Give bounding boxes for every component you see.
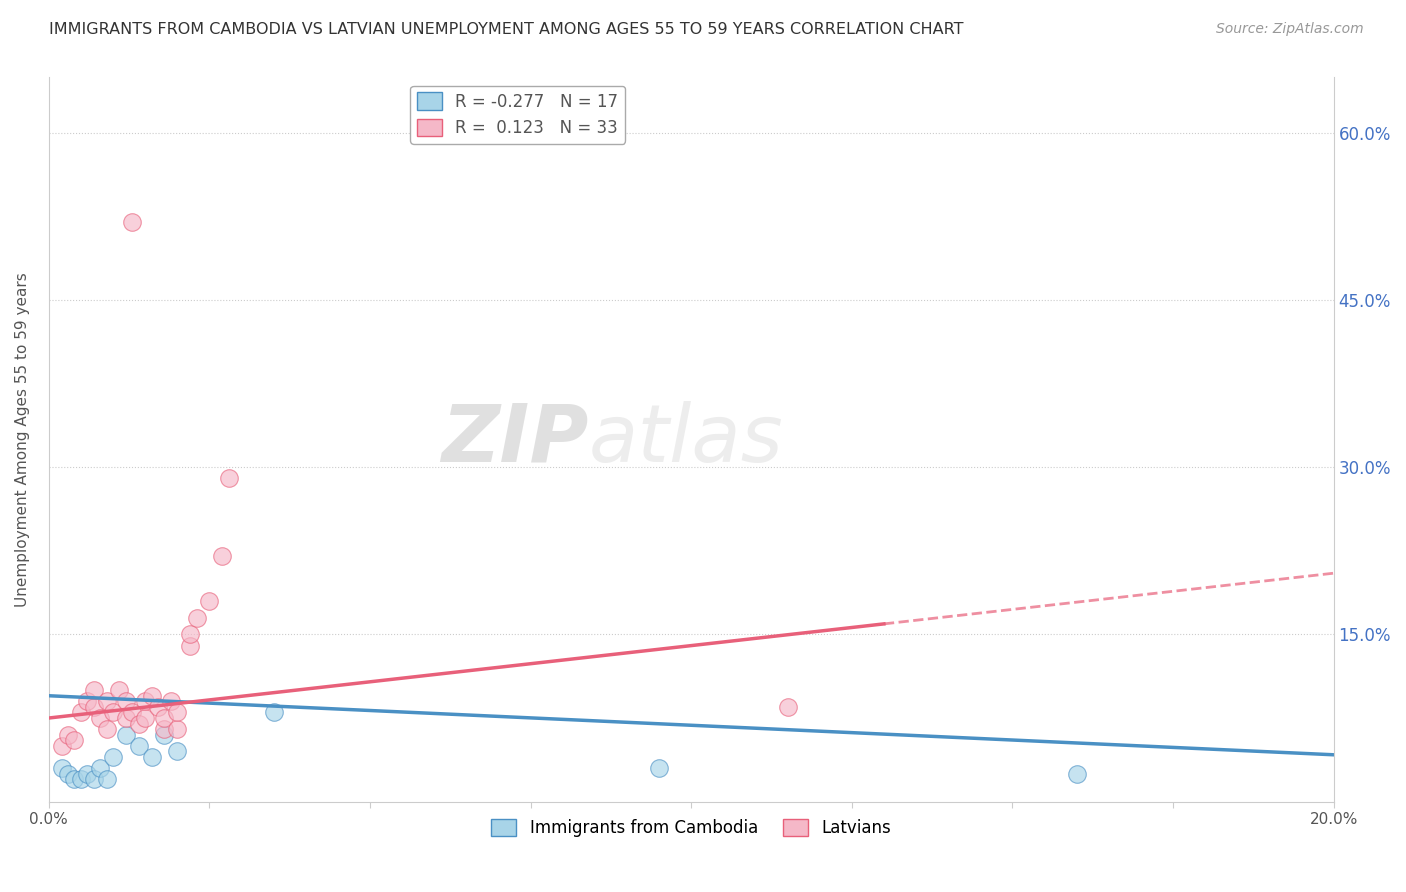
- Point: [101, 706, 124, 720]
- Point: [141, 689, 163, 703]
- Point: [108, 683, 131, 698]
- Point: [70, 772, 93, 787]
- Point: [146, 699, 169, 714]
- Text: IMMIGRANTS FROM CAMBODIA VS LATVIAN UNEMPLOYMENT AMONG AGES 55 TO 59 YEARS CORRE: IMMIGRANTS FROM CAMBODIA VS LATVIAN UNEM…: [49, 22, 963, 37]
- Point: [83, 699, 105, 714]
- Point: [96, 694, 118, 708]
- Point: [115, 694, 138, 708]
- Point: [115, 711, 138, 725]
- Point: [51, 761, 73, 775]
- Point: [186, 611, 208, 625]
- Point: [96, 722, 118, 736]
- Point: [70, 706, 93, 720]
- Point: [179, 639, 201, 653]
- Point: [141, 750, 163, 764]
- Point: [153, 722, 176, 736]
- Text: ZIP: ZIP: [441, 401, 588, 478]
- Point: [134, 711, 156, 725]
- Point: [263, 706, 285, 720]
- Point: [1066, 766, 1088, 780]
- Point: [153, 711, 176, 725]
- Point: [128, 716, 150, 731]
- Point: [51, 739, 73, 753]
- Point: [83, 683, 105, 698]
- Point: [218, 471, 240, 485]
- Point: [121, 215, 143, 229]
- Point: [166, 722, 188, 736]
- Point: [89, 761, 111, 775]
- Legend: Immigrants from Cambodia, Latvians: Immigrants from Cambodia, Latvians: [485, 813, 897, 844]
- Y-axis label: Unemployment Among Ages 55 to 59 years: Unemployment Among Ages 55 to 59 years: [15, 272, 30, 607]
- Point: [83, 772, 105, 787]
- Point: [63, 772, 86, 787]
- Point: [166, 706, 188, 720]
- Point: [128, 739, 150, 753]
- Point: [166, 744, 188, 758]
- Point: [648, 761, 671, 775]
- Point: [198, 594, 221, 608]
- Text: atlas: atlas: [588, 401, 783, 478]
- Point: [56, 728, 79, 742]
- Point: [179, 627, 201, 641]
- Point: [56, 766, 79, 780]
- Point: [153, 728, 176, 742]
- Text: Source: ZipAtlas.com: Source: ZipAtlas.com: [1216, 22, 1364, 37]
- Point: [776, 699, 799, 714]
- Point: [211, 549, 233, 564]
- Point: [134, 694, 156, 708]
- Point: [121, 706, 143, 720]
- Point: [101, 750, 124, 764]
- Point: [76, 766, 98, 780]
- Point: [96, 772, 118, 787]
- Point: [63, 733, 86, 747]
- Point: [159, 694, 181, 708]
- Point: [76, 694, 98, 708]
- Point: [115, 728, 138, 742]
- Point: [89, 711, 111, 725]
